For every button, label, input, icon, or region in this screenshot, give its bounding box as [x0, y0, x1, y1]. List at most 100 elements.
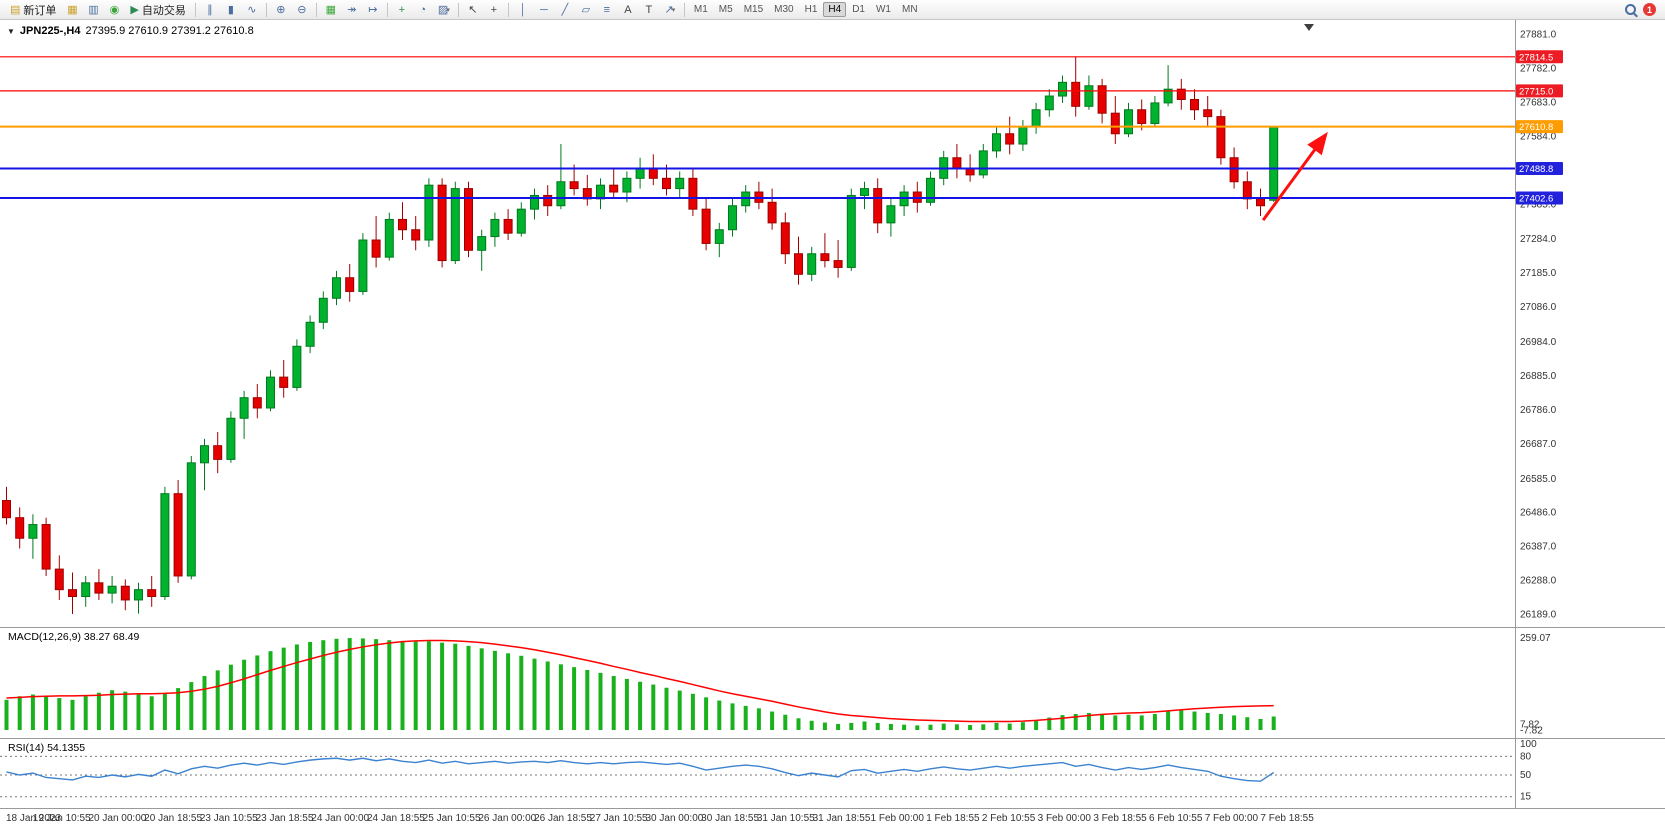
vertical-line-icon[interactable]: │ [513, 1, 533, 19]
new-chart-icon: ▦ [67, 4, 78, 16]
svg-text:15: 15 [1520, 792, 1532, 803]
bar-chart-icon[interactable]: ∥ [200, 1, 220, 19]
price-tag [1516, 191, 1563, 205]
trend-arrow-annotation[interactable] [1261, 131, 1328, 222]
text-icon[interactable]: A [618, 1, 638, 19]
collapse-ohlc-icon[interactable]: ▼ [7, 26, 15, 36]
svg-text:26885.0: 26885.0 [1520, 371, 1557, 382]
text-icon: A [624, 3, 632, 16]
svg-text:26984.0: 26984.0 [1520, 337, 1557, 348]
macd-panel: 259.07 7.82-7.82 [4, 633, 1551, 737]
profiles-icon: ▥ [88, 4, 99, 16]
period-icon[interactable]: ◔ [413, 1, 433, 19]
line-chart-icon[interactable]: ∿ [242, 1, 262, 19]
new-chart-icon[interactable]: ▦ [62, 1, 82, 19]
auto-scroll-icon[interactable]: ↠ [342, 1, 362, 19]
svg-text:26486.0: 26486.0 [1520, 508, 1557, 519]
svg-text:27881.0: 27881.0 [1520, 30, 1557, 41]
svg-text:24 Jan 18:55: 24 Jan 18:55 [367, 813, 425, 824]
svg-text:80: 80 [1520, 751, 1532, 762]
toolbar-separator [507, 2, 509, 17]
market-watch-icon[interactable]: ◉ [104, 1, 124, 19]
svg-text:27284.0: 27284.0 [1520, 234, 1557, 245]
svg-text:23 Jan 10:55: 23 Jan 10:55 [200, 813, 258, 824]
line-chart-icon: ∿ [247, 4, 257, 16]
price-tag [1516, 161, 1563, 175]
price-tag [1516, 84, 1563, 98]
timeframe-h1[interactable]: H1 [804, 4, 818, 15]
timeframe-m15[interactable]: M15 [743, 4, 764, 15]
svg-text:50: 50 [1520, 770, 1532, 781]
timeframe-h4[interactable]: H4 [823, 2, 847, 17]
crosshair-icon: + [490, 3, 498, 16]
profiles-icon[interactable]: ▥ [83, 1, 103, 19]
auto-scroll-icon: ↠ [347, 4, 357, 16]
bar-chart-icon: ∥ [207, 4, 213, 16]
rsi-line [6, 757, 1275, 782]
auto-trading-button-label: 自动交易 [141, 4, 186, 17]
panel-dividers [0, 20, 1665, 809]
toolbar-separator [194, 2, 196, 17]
svg-text:3 Feb 18:55: 3 Feb 18:55 [1093, 813, 1147, 824]
arrows-icon[interactable]: ↗ ▾ [660, 1, 680, 19]
timeframe-m30[interactable]: M30 [774, 4, 794, 15]
channel-icon[interactable]: ▱ [576, 1, 596, 19]
svg-text:27086.0: 27086.0 [1520, 302, 1557, 313]
add-indicator-icon: + [398, 3, 406, 16]
toolbar: ▤ 新订单 ▦ ▥ ◉ ▶ 自动交易 ∥ ▮ ∿ ⊕ ⊖ ▦ ↠ ↦ + ◔ ▨ ▾ ↖ + │ ─ ╱ ▱ ≡ A T ↗ ▾ M1 M5… [0, 0, 1665, 20]
chart-shift-marker[interactable] [1304, 24, 1314, 31]
toolbar-separator [683, 2, 685, 17]
price-tags: 27814.5 27715.0 27610.8 27488.8 27402.6 [1516, 50, 1563, 205]
horizontal-line-icon[interactable]: ─ [534, 1, 554, 19]
trendline-icon[interactable]: ╱ [555, 1, 575, 19]
tile-windows-icon: ▦ [325, 4, 337, 16]
timeframe-w1[interactable]: W1 [875, 4, 891, 15]
add-indicator-icon[interactable]: + [392, 1, 412, 19]
svg-text:1 Feb 00:00: 1 Feb 00:00 [871, 813, 925, 824]
svg-text:7 Feb 18:55: 7 Feb 18:55 [1260, 813, 1314, 824]
crosshair-icon[interactable]: + [484, 1, 504, 19]
trendline-icon: ╱ [561, 4, 569, 16]
zoom-in-icon[interactable]: ⊕ [271, 1, 291, 19]
market-watch-icon: ◉ [109, 4, 120, 16]
rsi-indicator-label: RSI(14) 54.1355 [8, 742, 86, 754]
svg-text:27 Jan 10:55: 27 Jan 10:55 [590, 813, 648, 824]
label-icon[interactable]: T [639, 1, 659, 19]
zoom-out-icon: ⊖ [297, 4, 307, 16]
timeframe-mn[interactable]: MN [901, 4, 918, 15]
chart-shift-icon[interactable]: ↦ [363, 1, 383, 19]
new-order-button[interactable]: ▤ 新订单 [5, 0, 61, 20]
svg-text:20 Jan 18:55: 20 Jan 18:55 [144, 813, 202, 824]
svg-text:27715.0: 27715.0 [1519, 86, 1553, 97]
chart-shift-icon: ↦ [368, 4, 378, 16]
svg-text:7 Feb 00:00: 7 Feb 00:00 [1205, 813, 1259, 824]
svg-text:2 Feb 10:55: 2 Feb 10:55 [982, 813, 1036, 824]
cursor-icon[interactable]: ↖ [463, 1, 483, 19]
svg-text:26 Jan 00:00: 26 Jan 00:00 [478, 813, 536, 824]
cursor-icon: ↖ [468, 4, 478, 16]
svg-text:27385.0: 27385.0 [1520, 200, 1557, 211]
zoom-out-icon[interactable]: ⊖ [292, 1, 312, 19]
search-icon[interactable] [1625, 4, 1636, 15]
timeframe-m5[interactable]: M5 [718, 4, 733, 15]
toolbar-separator [386, 2, 388, 17]
svg-text:31 Jan 18:55: 31 Jan 18:55 [813, 813, 871, 824]
timeframe-m1[interactable]: M1 [693, 4, 708, 15]
timeframe-d1[interactable]: D1 [852, 4, 865, 15]
svg-text:27488.8: 27488.8 [1519, 164, 1553, 175]
svg-text:30 Jan 18:55: 30 Jan 18:55 [701, 813, 759, 824]
auto-trading-button[interactable]: ▶ 自动交易 [125, 0, 190, 20]
candlestick-series [2, 56, 1279, 614]
fibonacci-icon: ≡ [603, 3, 611, 16]
svg-text:19 Jan 10:55: 19 Jan 10:55 [33, 813, 91, 824]
notification-badge[interactable]: 1 [1643, 3, 1656, 16]
fibonacci-icon[interactable]: ≡ [597, 1, 617, 19]
zoom-in-icon: ⊕ [276, 4, 286, 16]
tile-windows-icon[interactable]: ▦ [321, 1, 341, 19]
svg-text:27782.0: 27782.0 [1520, 63, 1557, 74]
candlestick-chart-icon[interactable]: ▮ [221, 1, 241, 19]
template-icon[interactable]: ▨ ▾ [434, 1, 454, 19]
